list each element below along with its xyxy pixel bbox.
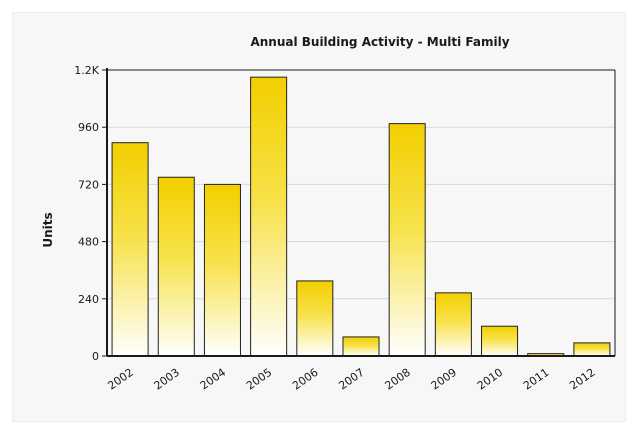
x-tick-labels: 2002 2003 2004 2005 2006 2007 2008 2009 2010 2011… bbox=[105, 366, 597, 393]
bar-2012 bbox=[573, 342, 611, 357]
bar-2004 bbox=[203, 183, 241, 357]
y-tick-labels: 0 240 480 720 960 1.2K bbox=[74, 64, 107, 363]
bar-2006 bbox=[296, 280, 334, 357]
bar-2008 bbox=[388, 123, 426, 357]
bars bbox=[111, 76, 611, 357]
bar-2007 bbox=[342, 336, 380, 357]
x-tick-label: 2004 bbox=[198, 366, 228, 393]
x-tick-label: 2009 bbox=[429, 366, 459, 393]
x-tick-label: 2006 bbox=[290, 366, 320, 393]
bar-2005 bbox=[250, 76, 288, 357]
y-tick-label: 0 bbox=[92, 350, 99, 363]
x-tick-label: 2008 bbox=[383, 366, 413, 393]
x-tick-label: 2012 bbox=[567, 366, 597, 393]
y-tick-label: 960 bbox=[78, 121, 99, 134]
x-tick-label: 2007 bbox=[336, 366, 366, 393]
x-tick-label: 2002 bbox=[105, 366, 135, 393]
y-tick-label: 720 bbox=[78, 178, 99, 191]
bar-2002 bbox=[111, 142, 149, 357]
y-tick-label: 240 bbox=[78, 293, 99, 306]
x-tick-label: 2011 bbox=[521, 366, 551, 393]
bar-2009 bbox=[434, 292, 472, 357]
bar-2010 bbox=[481, 325, 519, 357]
x-tick-label: 2003 bbox=[152, 366, 182, 393]
x-tick-label: 2010 bbox=[475, 366, 505, 393]
y-tick-label: 480 bbox=[78, 236, 99, 249]
axes bbox=[106, 68, 616, 357]
bar-2003 bbox=[157, 176, 195, 357]
x-tick-label: 2005 bbox=[244, 366, 274, 393]
chart-title: Annual Building Activity - Multi Family bbox=[250, 35, 510, 49]
y-tick-label: 1.2K bbox=[74, 64, 99, 77]
